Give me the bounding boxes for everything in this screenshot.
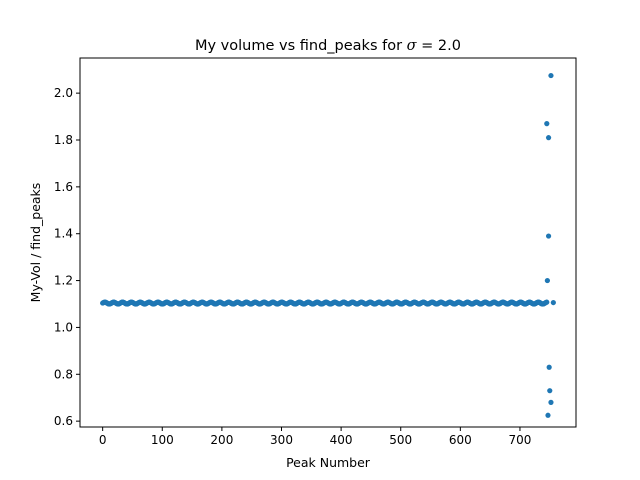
x-tick-label: 300 [270, 433, 293, 447]
data-point-outlier [545, 135, 552, 141]
x-tick-label: 100 [151, 433, 174, 447]
data-point-outlier [545, 412, 551, 418]
data-point-outlier [548, 399, 554, 405]
y-tick-label: 0.8 [54, 367, 73, 381]
y-tick-label: 1.6 [54, 180, 73, 194]
data-point-outlier [546, 364, 552, 370]
data-point-outlier [544, 277, 550, 284]
x-axis-ticks: 0 100 200 300 400 500 600 700 [99, 427, 532, 447]
data-point [544, 299, 550, 305]
plot-frame [79, 57, 577, 428]
data-point-outlier [545, 233, 552, 239]
y-tick-label: 0.6 [54, 414, 73, 428]
data-point-outlier [550, 299, 556, 306]
x-tick-label: 400 [330, 433, 353, 447]
data-point-outlier [544, 121, 550, 127]
data-point-outlier [548, 72, 554, 79]
x-tick-label: 600 [449, 433, 472, 447]
x-tick-label: 500 [389, 433, 412, 447]
y-tick-label: 1.4 [54, 227, 73, 241]
data-points [100, 72, 556, 418]
y-tick-label: 1.0 [54, 320, 73, 334]
y-axis-label: My-Vol / find_peaks [28, 183, 43, 303]
x-tick-label: 200 [210, 433, 233, 447]
data-point-outlier [547, 388, 553, 394]
chart-title: My volume vs find_peaks for σ = 2.0 [195, 38, 461, 54]
y-axis-ticks: 0.6 0.8 1.0 1.2 1.4 1.6 1.8 2.0 [54, 86, 80, 428]
x-tick-label: 700 [509, 433, 532, 447]
y-tick-label: 1.8 [54, 133, 73, 147]
y-tick-label: 2.0 [54, 86, 73, 100]
x-tick-label: 0 [99, 433, 107, 447]
x-axis-label: Peak Number [286, 455, 371, 470]
y-tick-label: 1.2 [54, 274, 73, 288]
